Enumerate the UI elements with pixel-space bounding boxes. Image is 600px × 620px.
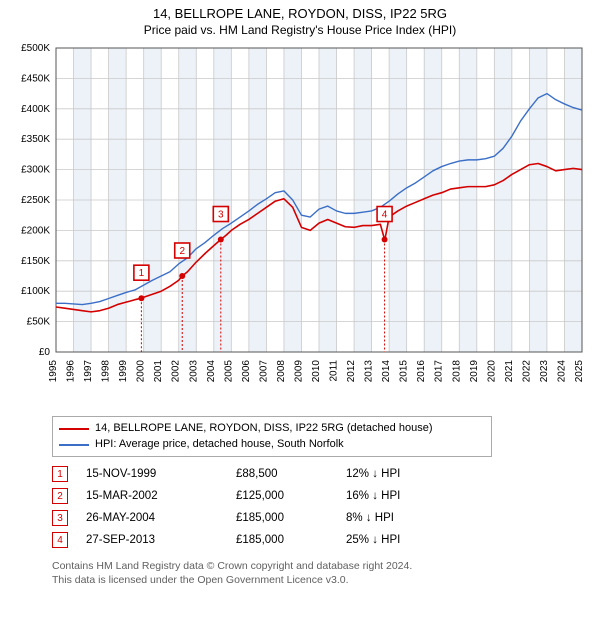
svg-text:2005: 2005 bbox=[223, 360, 234, 383]
svg-text:£100K: £100K bbox=[21, 287, 50, 298]
transaction-row: 4 27-SEP-2013£185,00025% ↓ HPI bbox=[52, 529, 590, 551]
transaction-marker: 3 bbox=[52, 510, 68, 526]
svg-text:£450K: £450K bbox=[21, 74, 50, 85]
transaction-marker: 2 bbox=[52, 488, 68, 504]
transaction-price: £125,000 bbox=[236, 490, 346, 502]
svg-text:2022: 2022 bbox=[521, 360, 532, 383]
legend-label: HPI: Average price, detached house, Sout… bbox=[95, 437, 344, 452]
transaction-marker: 1 bbox=[52, 466, 68, 482]
svg-text:3: 3 bbox=[218, 210, 224, 221]
svg-text:2018: 2018 bbox=[451, 360, 462, 383]
svg-text:£150K: £150K bbox=[21, 256, 50, 267]
legend-swatch-property bbox=[59, 428, 89, 430]
svg-text:£0: £0 bbox=[39, 347, 51, 358]
svg-text:2019: 2019 bbox=[469, 360, 480, 383]
svg-text:2008: 2008 bbox=[276, 360, 287, 383]
svg-text:£400K: £400K bbox=[21, 104, 50, 115]
transaction-date: 15-MAR-2002 bbox=[86, 490, 236, 502]
transaction-row: 2 15-MAR-2002£125,00016% ↓ HPI bbox=[52, 485, 590, 507]
transaction-marker: 4 bbox=[52, 532, 68, 548]
transaction-date: 26-MAY-2004 bbox=[86, 512, 236, 524]
svg-text:£200K: £200K bbox=[21, 226, 50, 237]
transaction-row: 1 15-NOV-1999£88,50012% ↓ HPI bbox=[52, 463, 590, 485]
svg-text:2009: 2009 bbox=[293, 360, 304, 383]
transaction-date: 15-NOV-1999 bbox=[86, 468, 236, 480]
transaction-date: 27-SEP-2013 bbox=[86, 534, 236, 546]
page-subtitle: Price paid vs. HM Land Registry's House … bbox=[10, 23, 590, 39]
svg-text:£300K: £300K bbox=[21, 165, 50, 176]
svg-text:2011: 2011 bbox=[329, 360, 340, 382]
svg-text:1999: 1999 bbox=[118, 360, 129, 383]
svg-text:2010: 2010 bbox=[311, 360, 322, 383]
transaction-delta: 8% ↓ HPI bbox=[346, 512, 466, 524]
transaction-delta: 16% ↓ HPI bbox=[346, 490, 466, 502]
svg-text:2007: 2007 bbox=[258, 360, 269, 383]
svg-text:2002: 2002 bbox=[171, 360, 182, 383]
svg-text:2012: 2012 bbox=[346, 360, 357, 383]
svg-text:2001: 2001 bbox=[153, 360, 164, 383]
svg-text:2016: 2016 bbox=[416, 360, 427, 383]
svg-text:£250K: £250K bbox=[21, 195, 50, 206]
transaction-delta: 12% ↓ HPI bbox=[346, 468, 466, 480]
transaction-table: 1 15-NOV-1999£88,50012% ↓ HPI 2 15-MAR-2002… bbox=[52, 463, 590, 551]
legend-row: HPI: Average price, detached house, Sout… bbox=[59, 437, 485, 452]
svg-text:1996: 1996 bbox=[66, 360, 77, 383]
transaction-price: £185,000 bbox=[236, 512, 346, 524]
svg-text:2013: 2013 bbox=[364, 360, 375, 383]
page-title: 14, BELLROPE LANE, ROYDON, DISS, IP22 5R… bbox=[10, 6, 590, 23]
svg-text:£500K: £500K bbox=[21, 43, 50, 54]
svg-text:£50K: £50K bbox=[27, 317, 51, 328]
svg-text:2017: 2017 bbox=[434, 360, 445, 383]
svg-text:1: 1 bbox=[139, 269, 145, 280]
svg-text:2003: 2003 bbox=[188, 360, 199, 383]
svg-text:2004: 2004 bbox=[206, 360, 217, 383]
footer-line: This data is licensed under the Open Gov… bbox=[52, 573, 590, 587]
svg-text:4: 4 bbox=[382, 210, 388, 221]
svg-text:2024: 2024 bbox=[556, 360, 567, 383]
transaction-delta: 25% ↓ HPI bbox=[346, 534, 466, 546]
svg-text:£350K: £350K bbox=[21, 135, 50, 146]
footer: Contains HM Land Registry data © Crown c… bbox=[52, 559, 590, 587]
transaction-price: £88,500 bbox=[236, 468, 346, 480]
svg-text:2020: 2020 bbox=[486, 360, 497, 383]
svg-text:2023: 2023 bbox=[539, 360, 550, 383]
legend-swatch-hpi bbox=[59, 444, 89, 446]
svg-text:1998: 1998 bbox=[101, 360, 112, 383]
svg-text:2: 2 bbox=[179, 246, 185, 257]
transaction-row: 3 26-MAY-2004£185,0008% ↓ HPI bbox=[52, 507, 590, 529]
legend: 14, BELLROPE LANE, ROYDON, DISS, IP22 5R… bbox=[52, 416, 492, 457]
svg-text:1995: 1995 bbox=[48, 360, 59, 383]
svg-text:2021: 2021 bbox=[504, 360, 515, 383]
svg-text:2000: 2000 bbox=[136, 360, 147, 383]
svg-text:2014: 2014 bbox=[381, 360, 392, 383]
footer-line: Contains HM Land Registry data © Crown c… bbox=[52, 559, 590, 573]
chart-svg: £0 £50K £100K £150K £200K £250K £300K £350K £400… bbox=[10, 42, 590, 412]
legend-label: 14, BELLROPE LANE, ROYDON, DISS, IP22 5R… bbox=[95, 421, 433, 436]
svg-text:2025: 2025 bbox=[574, 360, 585, 383]
transaction-price: £185,000 bbox=[236, 534, 346, 546]
svg-text:2015: 2015 bbox=[399, 360, 410, 383]
price-chart: £0 £50K £100K £150K £200K £250K £300K £350K £400… bbox=[10, 42, 590, 412]
svg-text:2006: 2006 bbox=[241, 360, 252, 383]
svg-text:1997: 1997 bbox=[83, 360, 94, 383]
legend-row: 14, BELLROPE LANE, ROYDON, DISS, IP22 5R… bbox=[59, 421, 485, 436]
